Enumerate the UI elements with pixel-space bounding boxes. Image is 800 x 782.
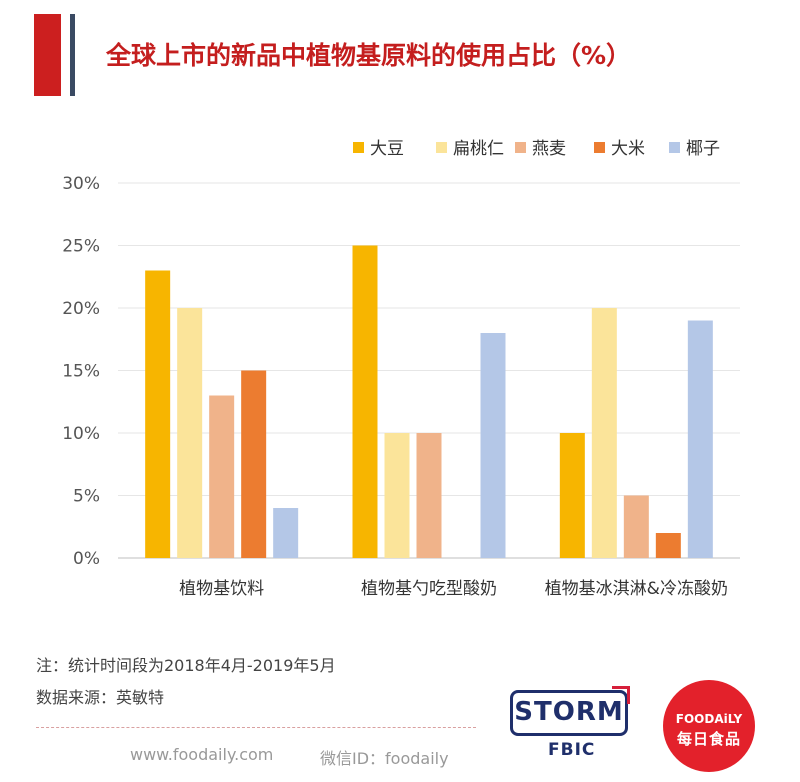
y-tick-label: 25% (62, 237, 100, 257)
bar (209, 395, 235, 558)
footer-website[interactable]: www.foodaily.com (130, 745, 274, 764)
y-tick-label: 10% (62, 424, 100, 444)
storm-logo: STORM (510, 690, 628, 736)
x-axis: 植物基饮料 植物基勺吃型酸奶 植物基冰淇淋&冷冻酸奶 (179, 579, 728, 599)
y-axis: 0% 5% 10% 15% 20% 25% 30% (62, 174, 100, 569)
legend-swatch (669, 142, 680, 153)
legend-label: 大豆 (370, 139, 404, 159)
note-source: 数据来源：英敏特 (36, 688, 165, 707)
bar (559, 433, 585, 558)
legend-label: 燕麦 (532, 139, 566, 159)
foodaily-logo: FOODAiLY 每日食品 (663, 680, 755, 772)
legend-swatch (515, 142, 526, 153)
bars (145, 245, 713, 558)
bar (384, 433, 410, 558)
note-period: 注：统计时间段为2018年4月-2019年5月 (36, 656, 336, 675)
legend: 大豆 扁桃仁 燕麦 大米 椰子 (353, 139, 720, 159)
storm-logo-accent (612, 686, 630, 704)
legend-swatch (594, 142, 605, 153)
y-tick-label: 30% (62, 174, 100, 194)
legend-swatch (353, 142, 364, 153)
bar-chart: 0% 5% 10% 15% 20% 25% 30% 植物基饮料 植物基勺吃型酸奶 植物基冰淇淋&… (62, 139, 740, 599)
bar (480, 333, 506, 558)
bar (623, 495, 649, 558)
y-tick-label: 15% (62, 362, 100, 382)
fbic-logo-text: FBIC (548, 740, 596, 760)
foodaily-logo-en: FOODAiLY (675, 712, 743, 726)
x-tick-label: 植物基勺吃型酸奶 (361, 579, 497, 599)
header-accent-blue (70, 14, 75, 96)
x-tick-label: 植物基冰淇淋&冷冻酸奶 (545, 579, 728, 599)
bar (416, 433, 442, 558)
legend-label: 椰子 (686, 139, 720, 159)
bar (145, 270, 171, 558)
legend-swatch (436, 142, 447, 153)
y-tick-label: 20% (62, 299, 100, 319)
y-tick-label: 0% (73, 549, 100, 569)
divider (36, 727, 476, 728)
legend-label: 大米 (611, 139, 645, 159)
footer-wechat: 微信ID：foodaily (320, 749, 449, 768)
chart-title: 全球上市的新品中植物基原料的使用占比（%） (106, 41, 632, 70)
bar (273, 508, 299, 558)
bar (591, 308, 617, 558)
header-accent-red (34, 14, 61, 96)
bar (241, 370, 267, 558)
foodaily-logo-cn: 每日食品 (676, 730, 741, 748)
bar (177, 308, 203, 558)
x-tick-label: 植物基饮料 (179, 579, 264, 599)
bar (655, 533, 681, 558)
y-tick-label: 5% (73, 487, 100, 507)
bar (687, 320, 713, 558)
bar (352, 245, 378, 558)
storm-logo-text: STORM (514, 697, 624, 727)
legend-label: 扁桃仁 (453, 139, 504, 159)
